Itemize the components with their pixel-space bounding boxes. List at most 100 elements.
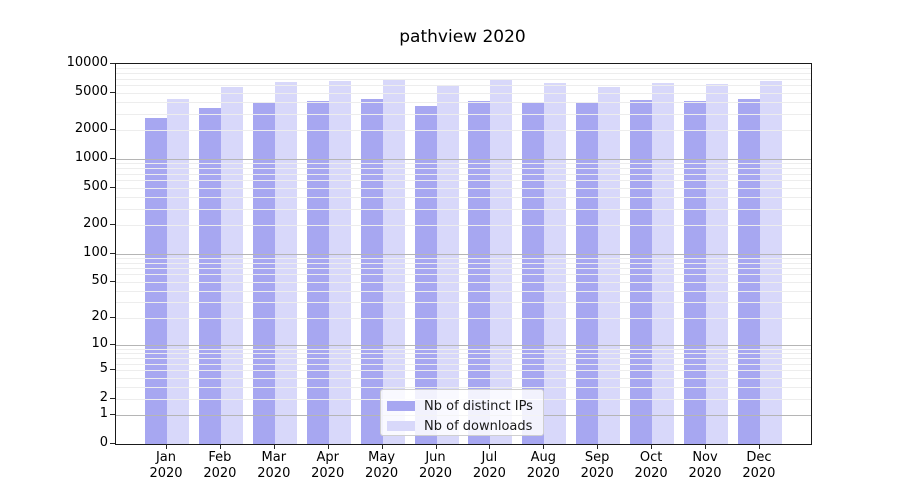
y-tick-label: 2000 bbox=[74, 121, 108, 137]
gridline-minor bbox=[116, 262, 811, 264]
x-tick-label-sep: Sep 2020 bbox=[580, 450, 614, 481]
x-tick-label-jul: Jul 2020 bbox=[472, 450, 506, 481]
y-tick-mark bbox=[110, 91, 115, 93]
y-tick-mark bbox=[110, 186, 115, 188]
gridline-minor bbox=[116, 173, 811, 175]
bar-downloads-feb bbox=[220, 86, 243, 444]
gridline-minor bbox=[116, 73, 811, 75]
gridline-minor bbox=[116, 68, 811, 70]
chart-title: pathview 2020 bbox=[399, 27, 526, 47]
y-tick-mark bbox=[110, 129, 115, 131]
y-tick-label: 200 bbox=[83, 216, 108, 232]
x-tick-mark bbox=[219, 444, 221, 449]
y-tick-label: 100 bbox=[83, 244, 108, 260]
y-tick-mark bbox=[110, 397, 115, 399]
gridline-minor bbox=[116, 363, 811, 365]
y-tick-label: 10 bbox=[91, 336, 108, 352]
gridline-minor bbox=[116, 168, 811, 170]
y-tick-label: 1000 bbox=[74, 149, 108, 165]
x-tick-mark bbox=[273, 444, 275, 449]
y-tick-mark bbox=[110, 280, 115, 282]
bar-distinct-ips-apr bbox=[306, 101, 329, 444]
y-tick-label: 5000 bbox=[74, 83, 108, 99]
bar-distinct-ips-oct bbox=[630, 100, 653, 444]
y-tick-label: 50 bbox=[91, 272, 108, 288]
legend-entry-downloads: Nb of downloads bbox=[381, 416, 543, 436]
y-tick-label: 2 bbox=[99, 389, 108, 405]
bar-distinct-ips-mar bbox=[252, 101, 275, 444]
x-tick-label-apr: Apr 2020 bbox=[311, 450, 345, 481]
y-tick-mark bbox=[110, 63, 115, 64]
bar-distinct-ips-dec bbox=[737, 98, 760, 444]
plot-area bbox=[115, 63, 812, 445]
bar-downloads-apr bbox=[328, 80, 351, 444]
y-tick-mark bbox=[110, 317, 115, 319]
legend-swatch-downloads bbox=[387, 421, 415, 431]
gridline-minor bbox=[116, 225, 811, 227]
x-tick-label-feb: Feb 2020 bbox=[203, 450, 237, 481]
bar-distinct-ips-may bbox=[360, 98, 383, 444]
bar-distinct-ips-feb bbox=[198, 107, 221, 444]
y-tick-label: 10000 bbox=[66, 55, 108, 70]
gridline-minor bbox=[116, 358, 811, 360]
bar-downloads-dec bbox=[759, 81, 782, 444]
y-tick-mark bbox=[110, 443, 115, 444]
gridline-major bbox=[116, 253, 811, 255]
gridline-minor bbox=[116, 101, 811, 103]
gridline-minor bbox=[116, 349, 811, 350]
y-tick-mark bbox=[110, 224, 115, 226]
x-tick-mark bbox=[543, 444, 545, 449]
x-tick-mark bbox=[705, 444, 706, 449]
y-tick-label: 5 bbox=[99, 361, 108, 377]
x-tick-mark bbox=[489, 444, 491, 449]
gridline-minor bbox=[116, 302, 811, 304]
gridline-minor bbox=[116, 92, 811, 94]
gridline-minor bbox=[116, 85, 811, 87]
legend-label-distinct-ips: Nb of distinct IPs bbox=[424, 398, 533, 414]
y-tick-mark bbox=[110, 369, 115, 371]
gridline-minor bbox=[116, 353, 811, 355]
bar-distinct-ips-nov bbox=[684, 101, 706, 444]
y-tick-mark bbox=[110, 157, 115, 159]
y-tick-label: 20 bbox=[91, 309, 108, 325]
y-tick-label: 0 bbox=[99, 435, 108, 450]
x-tick-mark bbox=[597, 444, 599, 449]
x-tick-mark bbox=[651, 444, 653, 449]
x-tick-mark bbox=[327, 444, 329, 449]
legend: Nb of distinct IPs Nb of downloads bbox=[380, 389, 544, 436]
gridline-minor bbox=[116, 257, 811, 259]
x-tick-mark bbox=[435, 444, 437, 449]
gridline-minor bbox=[116, 386, 811, 388]
legend-label-downloads: Nb of downloads bbox=[424, 418, 533, 434]
x-tick-label-jun: Jun 2020 bbox=[418, 450, 453, 481]
gridline-minor bbox=[116, 78, 811, 80]
x-tick-label-mar: Mar 2020 bbox=[257, 450, 291, 481]
x-tick-label-oct: Oct 2020 bbox=[634, 450, 668, 481]
gridline-minor bbox=[116, 163, 811, 165]
gridline-minor bbox=[116, 113, 811, 115]
gridline-minor bbox=[116, 187, 811, 189]
y-tick-label: 500 bbox=[83, 178, 108, 194]
x-tick-mark bbox=[758, 444, 760, 449]
gridline-minor bbox=[116, 208, 811, 210]
bar-downloads-jan bbox=[167, 99, 189, 444]
x-tick-label-nov: Nov 2020 bbox=[688, 450, 722, 481]
gridline-minor bbox=[116, 268, 811, 270]
legend-entry-distinct-ips: Nb of distinct IPs bbox=[381, 396, 543, 416]
x-tick-label-may: May 2020 bbox=[365, 450, 399, 481]
bar-downloads-nov bbox=[706, 83, 728, 444]
bar-downloads-jul bbox=[490, 80, 513, 444]
bar-distinct-ips-sep bbox=[576, 102, 599, 444]
x-tick-label-jan: Jan 2020 bbox=[149, 450, 183, 481]
y-tick-label: 1 bbox=[99, 406, 108, 422]
gridline-minor bbox=[116, 130, 811, 132]
bar-downloads-may bbox=[382, 78, 405, 444]
y-tick-mark bbox=[110, 344, 115, 346]
gridline-minor bbox=[116, 180, 811, 181]
legend-swatch-distinct-ips bbox=[387, 401, 415, 411]
gridline-minor bbox=[116, 370, 811, 372]
y-tick-mark bbox=[110, 414, 115, 416]
y-tick-mark bbox=[110, 252, 115, 254]
bar-downloads-sep bbox=[598, 86, 621, 444]
